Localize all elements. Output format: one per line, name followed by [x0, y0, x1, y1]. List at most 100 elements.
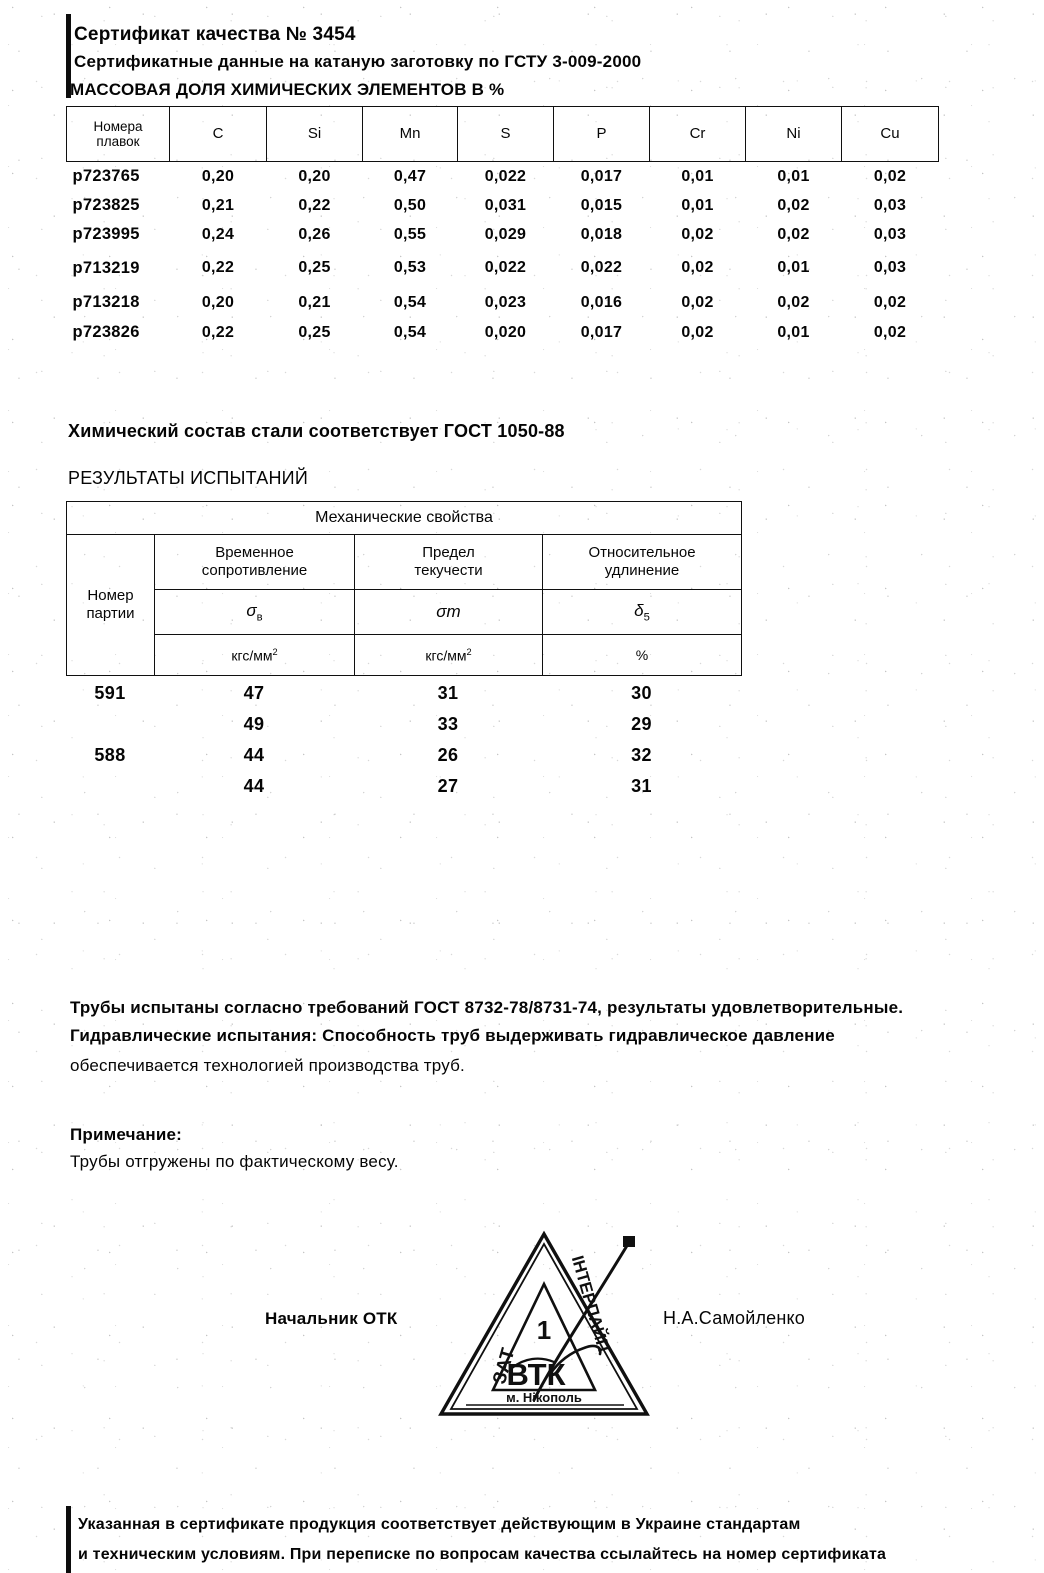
table-row: 588 44 26 32: [66, 740, 741, 771]
footer-line2: и техническим условиям. При переписке по…: [78, 1546, 887, 1563]
table-row: p723765 0,20 0,20 0,47 0,022 0,017 0,01 …: [67, 162, 939, 192]
chem-cell-cu: 0,02: [873, 167, 907, 185]
mech-unit-elongation: %: [541, 634, 743, 676]
chem-col-cr: Cr: [649, 106, 746, 162]
mech-col-batch-line2: партии: [86, 605, 135, 622]
chemical-composition-table: Номера плавок C Si Mn S P Cr Ni Cu p7237…: [66, 106, 939, 347]
chem-cell-ni: 0,02: [777, 293, 810, 311]
mech-col-tensile-line2: сопротивление: [201, 562, 308, 579]
test-paragraph-line1: Трубы испытаны согласно требований ГОСТ …: [70, 998, 904, 1017]
chem-col-mn: Mn: [362, 106, 458, 162]
chem-cell-mn: 0,55: [393, 225, 427, 243]
mech-title-row: Механические свойства: [65, 501, 743, 535]
chem-cell-ni: 0,01: [777, 167, 810, 185]
chem-cell-ni: 0,02: [777, 225, 810, 243]
mech-unit-yield-text: кгс/мм: [425, 647, 467, 664]
mech-col-tensile-line1: Временное: [215, 544, 294, 562]
mech-col-yield-line2: текучести: [414, 562, 483, 579]
qc-triangle-stamp: ЗАТ ІНТЕРПАЙП 1 ВТК м. Нікополь: [432, 1222, 657, 1427]
chem-cell-s: 0,022: [484, 167, 527, 185]
certificate-title: Сертификат качества № 3454: [74, 24, 356, 45]
mech-symbol-elongation-glyph: δ: [634, 600, 644, 620]
certificate-subtitle: Сертификатные данные на катаную заготовк…: [74, 52, 642, 71]
table-row: p713218 0,20 0,21 0,54 0,023 0,016 0,02 …: [67, 287, 939, 318]
mech-symbol-tensile-glyph: σ: [246, 600, 257, 620]
mech-unit-yield-sup: 2: [466, 646, 472, 657]
chem-cell-cu: 0,02: [873, 323, 907, 341]
chem-cell-ni: 0,01: [777, 259, 810, 276]
mech-col-yield: Предел текучести: [354, 534, 543, 590]
mech-cell-batch: [66, 771, 154, 802]
test-paragraph-line2: Гидравлические испытания: Способность тр…: [70, 1026, 835, 1045]
chem-cell-c: 0,20: [201, 167, 235, 185]
chem-cell-heat: p723825: [72, 196, 140, 214]
chem-col-si: Si: [266, 106, 363, 162]
mech-header-row: Номер партии Временное сопротивление Пре…: [66, 534, 743, 676]
chem-cell-p: 0,017: [580, 167, 623, 185]
chem-cell-cr: 0,02: [681, 293, 714, 311]
mech-col-batch-line1: Номер: [87, 587, 134, 605]
chem-cell-c: 0,22: [201, 323, 235, 341]
table-row: p713219 0,22 0,25 0,53 0,022 0,022 0,02 …: [67, 249, 939, 287]
table-row: 49 33 29: [66, 709, 741, 740]
chem-cell-cu: 0,03: [873, 225, 907, 243]
chem-cell-p: 0,015: [580, 196, 623, 214]
chem-cell-heat: p713219: [72, 258, 140, 277]
chem-cell-heat: p723765: [72, 167, 140, 185]
mech-cell-yield: 31: [437, 683, 459, 703]
mechanical-results-values: 591 47 31 30 49 33 29 588 44 26 32 44 27: [66, 678, 741, 802]
chem-cell-c: 0,20: [201, 293, 235, 311]
chem-cell-si: 0,21: [298, 293, 331, 311]
chem-cell-p: 0,016: [580, 293, 623, 311]
mech-col-tensile: Временное сопротивление: [154, 534, 355, 590]
stamp-number: 1: [537, 1315, 551, 1345]
mech-cell-yield: 33: [437, 714, 459, 734]
mech-unit-yield: кгс/мм2: [354, 634, 543, 676]
mech-cell-batch: 588: [94, 745, 126, 765]
table-row: p723825 0,21 0,22 0,50 0,031 0,015 0,01 …: [67, 191, 939, 220]
mech-cell-elongation: 29: [631, 714, 652, 734]
chem-cell-cu: 0,02: [873, 293, 907, 311]
mech-symbol-elongation-sub: 5: [643, 611, 650, 624]
chem-cell-mn: 0,53: [393, 259, 427, 276]
chem-cell-si: 0,26: [298, 225, 331, 243]
chem-cell-cu: 0,03: [873, 196, 907, 214]
mech-unit-tensile-text: кгс/мм: [231, 647, 273, 664]
chem-col-heat-numbers: Номера плавок: [66, 106, 170, 162]
mech-cell-elongation: 30: [631, 683, 652, 703]
chem-cell-cu: 0,03: [873, 259, 907, 276]
mechanical-properties-table: Механические свойства Номер партии Време…: [65, 501, 743, 676]
chem-col-c: C: [169, 106, 267, 162]
chem-header-row: Номера плавок C Si Mn S P Cr Ni Cu: [66, 106, 939, 162]
mech-cell-batch: 591: [94, 683, 126, 703]
mech-cell-yield: 26: [437, 745, 459, 765]
note-text: Трубы отгружены по фактическому весу.: [70, 1152, 399, 1171]
mech-symbol-row: σв σт δ5: [67, 589, 743, 635]
chem-cell-cr: 0,02: [681, 323, 714, 341]
chem-cell-s: 0,031: [484, 196, 527, 214]
chem-cell-cr: 0,01: [681, 167, 714, 185]
mech-cell-yield: 27: [437, 776, 459, 796]
mech-col-elongation-line2: удлинение: [604, 562, 680, 579]
stamp-bottom-text: м. Нікополь: [506, 1390, 582, 1405]
chem-cell-heat: p713218: [72, 293, 140, 311]
gost-compliance-note: Химический состав стали соответствует ГО…: [68, 421, 565, 441]
chem-cell-cr: 0,02: [681, 225, 714, 243]
chem-cell-heat: p723826: [72, 323, 140, 341]
scan-edge-bar-bottom: [66, 1506, 71, 1573]
mech-cell-elongation: 31: [631, 776, 652, 796]
chem-cell-heat: p723995: [72, 225, 140, 243]
chem-cell-p: 0,018: [580, 225, 623, 243]
mech-cell-elongation: 32: [631, 745, 652, 765]
chem-cell-c: 0,21: [201, 196, 235, 214]
results-heading: РЕЗУЛЬТАТЫ ИСПЫТАНИЙ: [68, 468, 308, 488]
chem-cell-c: 0,24: [201, 225, 235, 243]
chem-cell-mn: 0,50: [393, 196, 427, 214]
chem-cell-mn: 0,54: [393, 293, 427, 311]
mech-col-batch: Номер партии: [66, 534, 155, 676]
chem-cell-ni: 0,01: [777, 323, 810, 341]
table-row: 44 27 31: [66, 771, 741, 802]
mech-col-elongation: Относительное удлинение: [541, 534, 743, 590]
chem-cell-si: 0,25: [298, 259, 331, 276]
